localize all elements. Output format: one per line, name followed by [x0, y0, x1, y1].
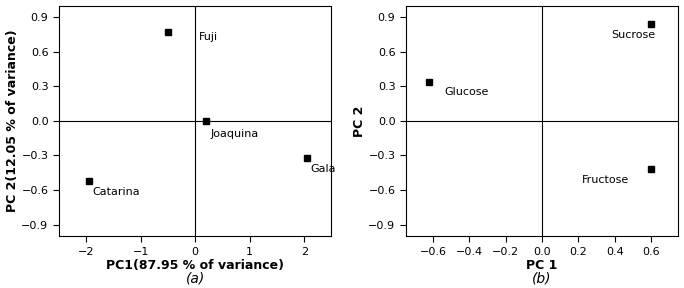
Text: (a): (a) — [185, 271, 205, 285]
Text: Sucrose: Sucrose — [611, 30, 655, 40]
Y-axis label: PC 2: PC 2 — [352, 105, 365, 137]
Text: Glucose: Glucose — [444, 88, 488, 97]
Text: Catarina: Catarina — [92, 187, 140, 197]
Text: Fructose: Fructose — [582, 175, 629, 185]
Text: Fuji: Fuji — [198, 32, 218, 42]
Text: (b): (b) — [532, 271, 552, 285]
X-axis label: PC 1: PC 1 — [527, 259, 558, 272]
Y-axis label: PC 2(12.05 % of variance): PC 2(12.05 % of variance) — [5, 30, 18, 212]
Text: Joaquina: Joaquina — [211, 129, 259, 139]
X-axis label: PC1(87.95 % of variance): PC1(87.95 % of variance) — [106, 259, 284, 272]
Text: Gala: Gala — [311, 164, 337, 173]
